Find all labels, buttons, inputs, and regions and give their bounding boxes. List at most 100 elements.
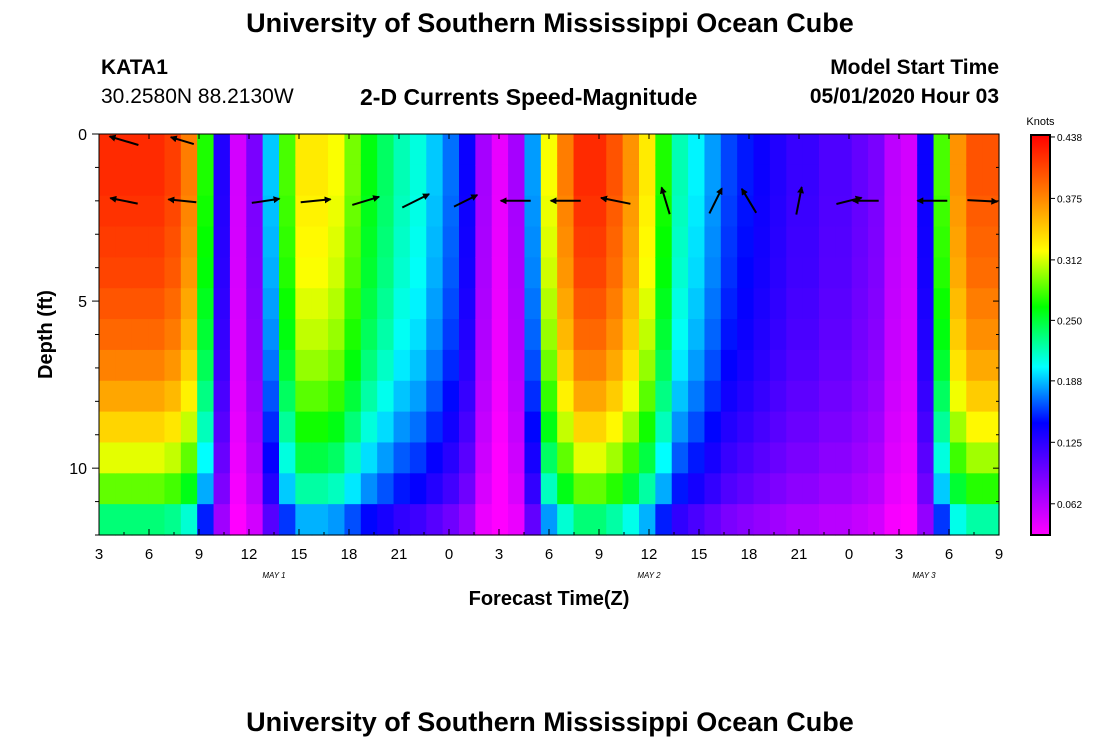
heatmap-cell [622,442,640,474]
heatmap-cell [900,504,918,536]
heatmap-cell [639,349,656,382]
heatmap-cell [671,195,689,228]
heatmap-cell [933,257,951,289]
heatmap-cell [213,319,231,351]
heatmap-cell [295,288,313,320]
heatmap-cell [409,288,427,320]
heatmap-cell [508,257,526,289]
heatmap-cell [982,319,1000,351]
heatmap-cell [279,411,296,444]
heatmap-cell [99,134,116,166]
current-arrow [795,186,804,215]
heatmap-cell [917,349,935,382]
heatmap-cell [311,349,329,382]
heatmap-cell [655,288,673,320]
heatmap-cell [884,288,902,320]
heatmap-cell [246,134,264,166]
heatmap-cell [328,380,346,413]
heatmap-cell [900,257,918,289]
heatmap-cell [769,257,787,289]
heatmap-cell [917,226,935,258]
heatmap-cell [524,411,542,444]
heatmap-cell [540,319,558,351]
heatmap-cell [688,319,706,351]
heatmap-cell [393,226,411,258]
heatmap-cell [622,349,640,382]
heatmap-cell [197,411,215,444]
heatmap-cell [311,257,329,289]
heatmap-cell [180,134,198,166]
heatmap-cell [262,349,280,382]
heatmap-cell [868,349,886,382]
heatmap-cell [868,380,886,413]
heatmap-cell [131,134,149,166]
heatmap-cell [377,504,395,536]
heatmap-cell [508,504,526,536]
heatmap-cell [524,349,542,382]
heatmap-cell [639,504,656,536]
heatmap-cell [737,442,755,474]
heatmap-cell [819,319,836,351]
heatmap-cell [835,164,853,197]
heatmap-cell [524,164,542,197]
heatmap-cell [262,319,280,351]
heatmap-cell [328,134,346,166]
heatmap-cell [573,288,591,320]
heatmap-cell [589,504,607,536]
heatmap-cell [819,195,836,228]
heatmap-cell [589,380,607,413]
colorbar-tick-label: 0.062 [1057,500,1082,511]
heatmap-cell [917,288,935,320]
heatmap-cell [328,473,346,505]
date-label: MAY 3 [912,571,936,580]
heatmap-cell [966,164,984,197]
heatmap-cell [933,288,951,320]
heatmap-cell [949,195,967,228]
heatmap-cell [197,164,215,197]
y-tick-label: 10 [69,461,87,478]
heatmap-cell [459,411,476,444]
x-tick-label: 9 [995,546,1003,563]
heatmap-cell [949,319,967,351]
heatmap-cell [475,349,493,382]
heatmap-cell [835,257,853,289]
heatmap-cell [164,164,182,197]
heatmap-cell [360,164,378,197]
heatmap-cell [115,473,133,505]
heatmap-cell [279,257,296,289]
heatmap-cell [753,226,771,258]
heatmap-cell [802,164,820,197]
heatmap-cell [688,257,706,289]
heatmap-cell [442,442,460,474]
heatmap-cell [360,349,378,382]
heatmap-cell [573,134,591,166]
heatmap-cell [655,442,673,474]
heatmap-cell [606,349,624,382]
heatmap-cell [262,380,280,413]
heatmap-cell [769,380,787,413]
heatmap-cell [148,380,166,413]
heatmap-cell [246,195,264,228]
heatmap-cell [606,411,624,444]
heatmap-cell [868,319,886,351]
heatmap-cell [295,442,313,474]
heatmap-cell [344,226,362,258]
heatmap-cell [982,380,1000,413]
heatmap-cell [933,319,951,351]
heatmap-cell [704,195,722,228]
heatmap-cell [508,319,526,351]
heatmap-cell [835,380,853,413]
heatmap-cell [426,195,444,228]
heatmap-cell [426,319,444,351]
heatmap-cell [966,257,984,289]
heatmap-cell [229,349,247,382]
heatmap-cell [115,257,133,289]
heatmap-cell [409,134,427,166]
y-axis-label: Depth (ft) [35,290,57,379]
heatmap-cell [688,164,706,197]
heatmap-cell [688,411,706,444]
heatmap-cell [966,134,984,166]
heatmap-cell [524,288,542,320]
heatmap-cell [262,473,280,505]
